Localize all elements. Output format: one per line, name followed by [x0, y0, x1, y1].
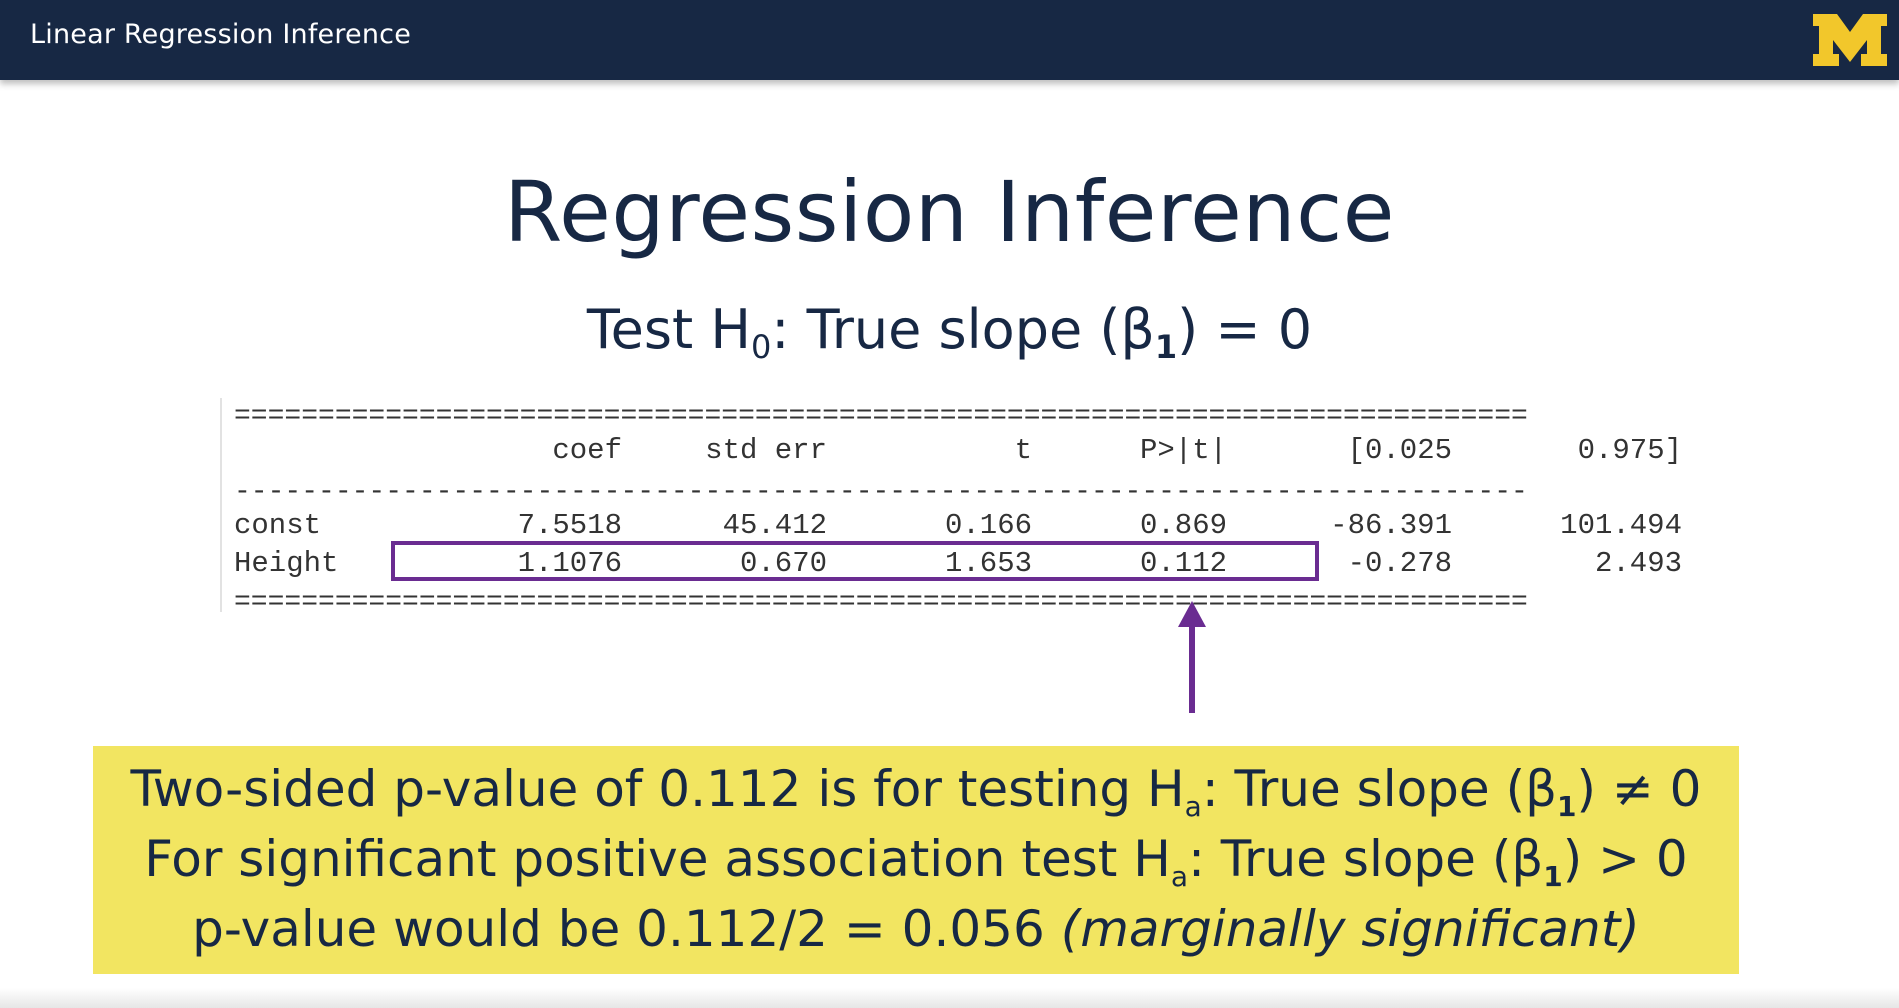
row-const-coef: 7.5518: [517, 509, 622, 542]
note-line-3: p-value would be 0.112/2 = 0.056 (margin…: [93, 900, 1739, 958]
subtitle-middle: : True slope (β: [771, 298, 1155, 361]
height-row-highlight: [391, 541, 1319, 581]
note-line-1-sub-a: a: [1184, 790, 1202, 823]
row-const-ci-low: -86.391: [1330, 509, 1452, 542]
note-line-2-sub-a: a: [1170, 860, 1189, 893]
row-const-t: 0.166: [944, 509, 1032, 542]
table-rule-top: ========================================…: [234, 402, 1528, 432]
note-line-3-a: p-value would be 0.112/2 = 0.056: [192, 900, 1061, 958]
row-const-stderr: 45.412: [722, 509, 827, 542]
header-ci-low: [0.025: [1347, 434, 1452, 467]
row-height-ci-high: 2.493: [1594, 547, 1682, 580]
row-const-name: const: [234, 509, 322, 542]
note-line-2-sub-b: 1: [1543, 860, 1563, 893]
header-std-err: std err: [705, 434, 827, 467]
header-bar: Linear Regression Inference: [0, 0, 1899, 80]
slide-title: Regression Inference: [504, 163, 1395, 261]
note-line-1-b: : True slope (β: [1201, 760, 1557, 818]
row-const-ci-high: 101.494: [1560, 509, 1682, 542]
header-p: P>|t|: [1139, 434, 1227, 467]
note-line-2-a: For significant positive association tes…: [144, 830, 1171, 888]
slide-subtitle: Test H0: True slope (β1) = 0: [0, 298, 1899, 366]
row-height-p: 0.112: [1139, 547, 1227, 580]
note-line-3-italic: (marginally significant): [1060, 900, 1640, 958]
note-line-2: For significant positive association tes…: [93, 830, 1739, 893]
subtitle-suffix: ) = 0: [1177, 298, 1313, 361]
row-height-stderr: 0.670: [739, 547, 827, 580]
university-logo-icon: [1813, 14, 1887, 66]
note-line-1-sub-b: 1: [1557, 790, 1577, 823]
note-line-1-a: Two-sided p-value of 0.112 is for testin…: [130, 760, 1185, 818]
header-t: t: [1014, 434, 1032, 467]
header-title: Linear Regression Inference: [30, 19, 412, 50]
row-const-p: 0.869: [1139, 509, 1227, 542]
note-line-2-c: ) > 0: [1562, 830, 1688, 888]
row-height-ci-low: -0.278: [1347, 547, 1452, 580]
row-height-coef: 1.1076: [517, 547, 622, 580]
regression-table: ========================================…: [220, 398, 1692, 618]
table-rule-bottom: ========================================…: [234, 588, 1528, 618]
subtitle-sub0: 0: [750, 328, 772, 366]
arrow-up-icon: [1178, 601, 1206, 713]
table-rule-mid: ----------------------------------------…: [234, 478, 1528, 508]
row-height-t: 1.653: [944, 547, 1032, 580]
note-line-2-b: : True slope (β: [1188, 830, 1544, 888]
subtitle-prefix: Test H: [586, 298, 751, 361]
note-line-1-c: ) ≠ 0: [1576, 760, 1702, 818]
header-coef: coef: [552, 434, 622, 467]
conclusion-note: Two-sided p-value of 0.112 is for testin…: [93, 746, 1739, 974]
footer-fade: [0, 988, 1899, 1008]
note-line-1: Two-sided p-value of 0.112 is for testin…: [93, 760, 1739, 823]
row-height-name: Height: [234, 547, 339, 580]
subtitle-sub1: 1: [1154, 328, 1178, 366]
header-ci-high: 0.975]: [1577, 434, 1682, 467]
